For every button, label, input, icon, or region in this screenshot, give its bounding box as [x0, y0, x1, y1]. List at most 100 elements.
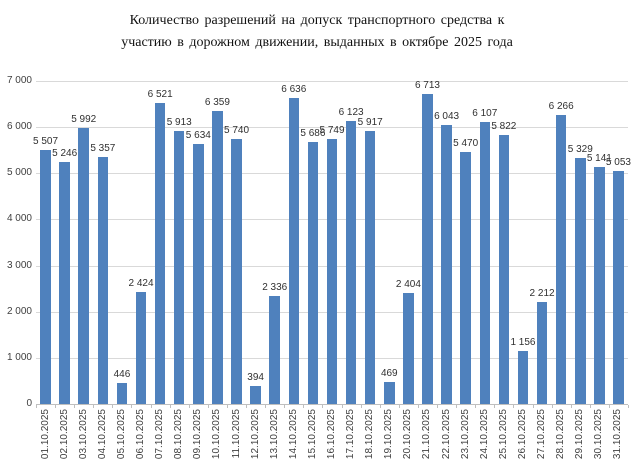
bar — [460, 151, 471, 404]
bar-value-label: 5 913 — [166, 117, 192, 129]
x-axis-tick — [456, 405, 458, 408]
x-axis-tick — [494, 405, 496, 408]
bar — [116, 383, 128, 404]
y-axis-tick-label: 3 000 — [6, 259, 32, 271]
bar — [594, 166, 605, 404]
x-axis-tick-label: 27.10.2025 — [536, 409, 548, 460]
bar-value-label: 5 686 — [300, 127, 326, 139]
x-axis-tick — [341, 405, 343, 408]
x-axis-tick-label: 10.10.2025 — [211, 409, 223, 460]
bar-value-label: 6 359 — [204, 96, 230, 108]
x-axis-tick-label: 29.10.2025 — [574, 409, 586, 460]
bar — [536, 301, 548, 404]
y-axis-tick-label: 5 000 — [6, 167, 32, 179]
x-axis-tick-label: 03.10.2025 — [77, 409, 89, 460]
bar-value-label: 2 424 — [128, 278, 154, 290]
bar — [193, 144, 204, 404]
x-axis-tick — [379, 405, 381, 408]
x-axis-tick-label: 01.10.2025 — [39, 409, 51, 460]
bar — [575, 158, 586, 404]
bar-value-label: 446 — [113, 369, 131, 381]
bar-value-label: 2 212 — [529, 287, 555, 299]
bar — [364, 130, 376, 404]
bar-value-label: 5 917 — [357, 116, 383, 128]
x-axis-tick-label: 18.10.2025 — [364, 409, 376, 460]
bar — [135, 292, 147, 404]
bar-value-label: 6 266 — [548, 100, 574, 112]
bar-value-label: 5 141 — [586, 152, 612, 164]
x-axis-tick-label: 21.10.2025 — [421, 409, 433, 460]
x-axis-tick — [322, 405, 324, 408]
x-axis-tick-label: 15.10.2025 — [306, 409, 318, 460]
y-axis-tick-label: 2 000 — [6, 305, 32, 317]
y-axis-tick-label: 7 000 — [6, 75, 32, 86]
bar — [326, 138, 338, 404]
x-axis-tick — [131, 405, 133, 408]
x-axis-tick — [265, 405, 267, 408]
x-axis-tick-label: 25.10.2025 — [497, 409, 509, 460]
bar-value-label: 6 636 — [281, 83, 307, 95]
bar — [269, 296, 280, 404]
bar-value-label: 5 357 — [90, 142, 116, 154]
bar-value-label: 5 634 — [185, 130, 211, 142]
x-axis-tick-label: 20.10.2025 — [402, 409, 414, 460]
bar — [613, 170, 624, 404]
x-axis-tick-label: 11.10.2025 — [230, 409, 242, 459]
x-axis-tick-label: 24.10.2025 — [478, 409, 490, 460]
x-axis-tick — [532, 405, 534, 408]
bar-value-label: 1 156 — [510, 336, 536, 348]
x-axis-tick — [608, 405, 610, 408]
x-axis-tick — [570, 405, 572, 408]
x-axis-tick-label: 23.10.2025 — [459, 409, 471, 460]
x-axis-tick — [36, 405, 37, 408]
x-axis-tick-label: 30.10.2025 — [593, 409, 605, 460]
bar — [307, 141, 319, 404]
bar-value-label: 5 246 — [52, 147, 78, 159]
x-axis-tick-label: 16.10.2025 — [326, 409, 337, 460]
chart-title-line-1: Количество разрешений на допуск транспор… — [129, 13, 505, 28]
x-axis-line — [36, 404, 628, 405]
bar — [78, 127, 89, 404]
bar — [422, 94, 433, 404]
x-axis-tick — [150, 405, 152, 408]
x-axis-tick — [589, 405, 591, 408]
chart-title: Количество разрешений на допуск транспор… — [40, 10, 594, 53]
x-axis-tick — [303, 405, 305, 408]
bar — [288, 97, 300, 404]
bar — [40, 149, 51, 404]
bar-value-label: 5 822 — [491, 121, 517, 133]
bar-value-label: 5 740 — [224, 125, 250, 137]
bar — [250, 385, 261, 404]
bar-value-label: 6 043 — [434, 111, 460, 123]
x-axis-tick — [226, 405, 228, 408]
x-axis-tick — [284, 405, 286, 408]
x-axis-tick-label: 31.10.2025 — [612, 409, 624, 460]
x-axis-tick-label: 28.10.2025 — [555, 409, 567, 460]
x-axis-tick — [246, 405, 248, 408]
bar — [517, 350, 529, 404]
bar-value-label: 394 — [247, 371, 264, 383]
chart-title-line-2: участию в дорожном движении, выданных в … — [121, 34, 513, 50]
x-axis-tick — [437, 405, 439, 408]
bar — [403, 293, 414, 404]
bar — [345, 121, 357, 404]
x-axis-tick-label: 14.10.2025 — [287, 409, 299, 460]
gridline — [36, 81, 628, 82]
y-axis-tick-label: 6 000 — [6, 121, 32, 133]
bar-value-label: 2 404 — [395, 279, 421, 291]
bar-value-label: 5 507 — [33, 135, 59, 147]
x-axis-tick — [475, 405, 477, 408]
x-axis-tick-label: 02.10.2025 — [58, 409, 70, 460]
bar — [441, 125, 452, 404]
bar-value-label: 5 749 — [319, 124, 345, 136]
bar — [173, 131, 185, 404]
y-axis-tick-label: 0 — [26, 398, 32, 409]
x-axis-tick-label: 09.10.2025 — [192, 409, 204, 460]
bar-value-label: 2 336 — [262, 282, 288, 294]
x-axis-tick — [513, 405, 515, 408]
x-axis-tick — [207, 405, 209, 408]
x-axis-tick — [112, 405, 114, 408]
x-axis-tick-label: 06.10.2025 — [135, 409, 147, 460]
x-axis-tick — [398, 405, 400, 408]
